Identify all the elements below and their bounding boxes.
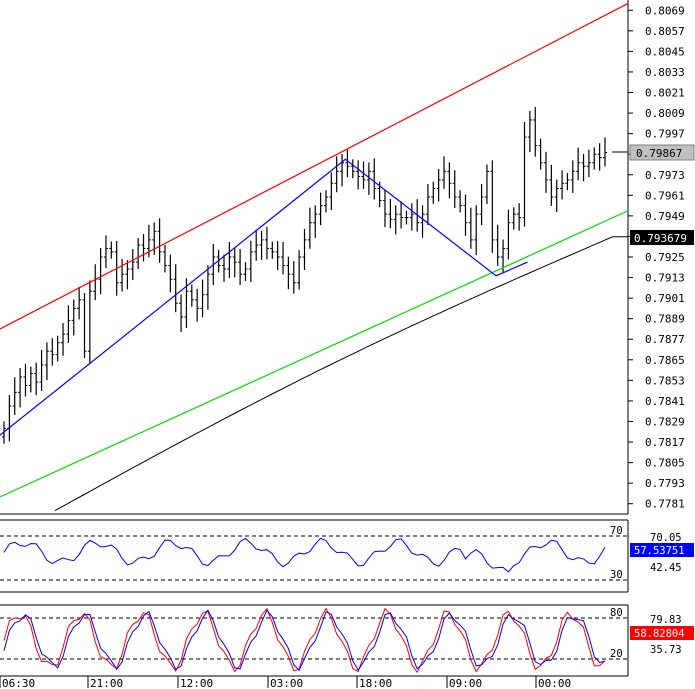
price-panel: 0.8069 0.8057 0.8045 0.8033 0.8021 0.8009 0.79… <box>0 0 685 515</box>
y-tick-label: 0.7913 <box>645 272 685 285</box>
y-tick-label: 0.7949 <box>645 210 685 223</box>
y-tick-label: 0.8057 <box>645 25 685 38</box>
x-tick-label: 03:00 <box>270 677 303 689</box>
x-tick-label: 00:00 <box>538 677 571 689</box>
y-tick-label: 0.7841 <box>645 395 685 408</box>
y-tick-label: 0.7793 <box>645 477 685 490</box>
y-tick-label: 0.7865 <box>645 354 685 367</box>
y-tick-label: 0.7829 <box>645 415 685 428</box>
osc2-level-80-label: 80 <box>610 607 623 619</box>
y-tick-label: 0.8021 <box>645 87 685 100</box>
y-tick-label: 0.7805 <box>645 457 685 470</box>
current-price-value: 0.79867 <box>636 147 682 160</box>
y-tick-label: 0.7781 <box>645 498 685 511</box>
y-tick-label: 0.7817 <box>645 436 685 449</box>
price-badges: 0.79867 0.793679 <box>612 144 695 245</box>
osc2-value-35-73: 35.73 <box>650 644 682 656</box>
y-tick-label: 0.7973 <box>645 169 685 182</box>
moving-average-line <box>54 236 613 512</box>
osc2-series-red <box>3 607 606 674</box>
osc1-value-70-05: 70.05 <box>650 532 682 544</box>
osc1-level-30-label: 30 <box>610 569 623 581</box>
x-tick-label: 21:00 <box>90 677 123 689</box>
y-tick-label: 0.8033 <box>645 66 685 79</box>
osc1-current-value: 57.53751 <box>634 545 685 557</box>
ma-value-badge <box>630 230 694 245</box>
x-tick-label: 09:00 <box>449 677 482 689</box>
current-price-badge <box>629 144 695 161</box>
osc2-level-20-label: 20 <box>610 648 623 660</box>
x-tick-label: 12:00 <box>180 677 213 689</box>
y-tick-label: 0.7901 <box>645 292 685 305</box>
channel-upper-line <box>0 2 629 330</box>
osc2-series-blue <box>3 609 606 672</box>
osc1-current-badge <box>630 543 694 557</box>
osc1-series-line <box>3 537 606 573</box>
time-axis: 06:30 21:00 12:00 03:00 18:00 09:00 00:00 <box>0 675 628 689</box>
y-tick-label: 0.7997 <box>645 128 685 141</box>
oscillator-2-panel: 80 20 79.83 58.82804 35.73 <box>0 604 694 677</box>
osc1-level-70-label: 70 <box>610 525 623 537</box>
y-tick-label: 0.7889 <box>645 313 685 326</box>
x-tick-label: 18:00 <box>359 677 392 689</box>
y-tick-label: 0.7925 <box>645 251 685 264</box>
osc2-current-value: 58.82804 <box>634 628 685 640</box>
y-tick-label: 0.7877 <box>645 333 685 346</box>
osc2-current-badge <box>630 626 694 640</box>
x-tick-label: 06:30 <box>2 677 35 689</box>
y-tick-label: 0.8045 <box>645 45 685 58</box>
osc2-value-79-83: 79.83 <box>650 614 682 626</box>
zigzag-line <box>0 158 528 436</box>
ma-value: 0.793679 <box>634 232 687 245</box>
channel-lower-line <box>0 210 629 498</box>
y-tick-label: 0.8009 <box>645 107 685 120</box>
oscillator-1-panel: 70 30 70.05 57.53751 42.45 <box>0 519 694 593</box>
y-tick-label: 0.8069 <box>645 4 685 17</box>
osc1-value-42-45: 42.45 <box>650 562 682 574</box>
y-tick-label: 0.7853 <box>645 374 685 387</box>
y-tick-label: 0.7961 <box>645 189 685 202</box>
